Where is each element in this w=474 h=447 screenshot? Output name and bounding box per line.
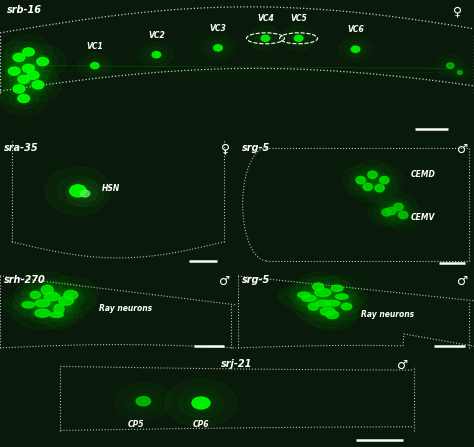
Ellipse shape bbox=[8, 67, 20, 75]
Ellipse shape bbox=[351, 46, 360, 52]
Ellipse shape bbox=[298, 292, 310, 298]
Ellipse shape bbox=[41, 285, 53, 295]
Ellipse shape bbox=[294, 35, 303, 42]
Ellipse shape bbox=[152, 52, 161, 58]
Ellipse shape bbox=[326, 311, 338, 319]
Ellipse shape bbox=[64, 291, 78, 299]
Text: ♂: ♂ bbox=[457, 143, 468, 156]
Ellipse shape bbox=[35, 299, 50, 307]
Ellipse shape bbox=[27, 71, 39, 79]
Text: ♂: ♂ bbox=[219, 275, 230, 288]
Text: srg-5: srg-5 bbox=[241, 275, 270, 285]
Ellipse shape bbox=[447, 63, 454, 68]
Ellipse shape bbox=[44, 292, 60, 301]
Ellipse shape bbox=[59, 296, 73, 305]
Ellipse shape bbox=[320, 308, 335, 316]
Ellipse shape bbox=[13, 85, 25, 93]
Ellipse shape bbox=[308, 303, 319, 310]
Ellipse shape bbox=[331, 285, 343, 291]
Text: CEMD: CEMD bbox=[410, 170, 435, 179]
Text: CP5: CP5 bbox=[128, 419, 145, 429]
Ellipse shape bbox=[54, 304, 64, 314]
Ellipse shape bbox=[363, 183, 373, 190]
Ellipse shape bbox=[35, 309, 50, 317]
Ellipse shape bbox=[325, 300, 340, 306]
Ellipse shape bbox=[91, 63, 99, 69]
Ellipse shape bbox=[387, 207, 396, 215]
Ellipse shape bbox=[18, 75, 29, 84]
Ellipse shape bbox=[457, 71, 462, 75]
Ellipse shape bbox=[399, 211, 408, 219]
Ellipse shape bbox=[356, 177, 365, 184]
Ellipse shape bbox=[316, 300, 330, 306]
Ellipse shape bbox=[80, 190, 90, 197]
Ellipse shape bbox=[375, 185, 384, 192]
Ellipse shape bbox=[368, 171, 377, 178]
Text: CEMV: CEMV bbox=[410, 213, 435, 222]
Ellipse shape bbox=[70, 185, 86, 197]
Text: VC1: VC1 bbox=[86, 42, 103, 51]
Text: CP6: CP6 bbox=[193, 419, 209, 429]
Ellipse shape bbox=[18, 94, 29, 103]
Text: srh-270: srh-270 bbox=[3, 275, 46, 285]
Ellipse shape bbox=[313, 283, 324, 290]
Text: HSN: HSN bbox=[101, 184, 120, 193]
Text: VC5: VC5 bbox=[290, 14, 307, 23]
Ellipse shape bbox=[22, 64, 34, 72]
Text: srj-21: srj-21 bbox=[221, 359, 253, 369]
Text: ♂: ♂ bbox=[397, 359, 408, 372]
Ellipse shape bbox=[32, 81, 44, 89]
Ellipse shape bbox=[30, 291, 41, 299]
Text: srb-16: srb-16 bbox=[7, 5, 42, 16]
Ellipse shape bbox=[13, 53, 25, 62]
Text: ♂: ♂ bbox=[457, 275, 468, 288]
Ellipse shape bbox=[301, 295, 316, 301]
Ellipse shape bbox=[136, 396, 151, 406]
Ellipse shape bbox=[315, 288, 331, 296]
Ellipse shape bbox=[394, 203, 403, 211]
Text: VC6: VC6 bbox=[347, 25, 364, 34]
Text: ♀: ♀ bbox=[453, 5, 462, 18]
Text: VC2: VC2 bbox=[148, 31, 165, 40]
Text: ♀: ♀ bbox=[221, 143, 230, 156]
Ellipse shape bbox=[214, 45, 222, 51]
Ellipse shape bbox=[22, 48, 34, 56]
Ellipse shape bbox=[50, 312, 64, 317]
Text: VC3: VC3 bbox=[210, 24, 227, 33]
Text: VC4: VC4 bbox=[257, 14, 274, 23]
Text: sra-35: sra-35 bbox=[3, 143, 38, 152]
Ellipse shape bbox=[261, 35, 270, 42]
Ellipse shape bbox=[36, 58, 48, 66]
Ellipse shape bbox=[192, 397, 210, 409]
Ellipse shape bbox=[382, 209, 392, 216]
Ellipse shape bbox=[380, 177, 389, 184]
Ellipse shape bbox=[336, 294, 348, 299]
Text: srg-5: srg-5 bbox=[241, 143, 270, 152]
Ellipse shape bbox=[341, 303, 352, 310]
Text: Ray neurons: Ray neurons bbox=[99, 304, 152, 313]
Ellipse shape bbox=[22, 302, 35, 308]
Text: Ray neurons: Ray neurons bbox=[361, 310, 414, 319]
